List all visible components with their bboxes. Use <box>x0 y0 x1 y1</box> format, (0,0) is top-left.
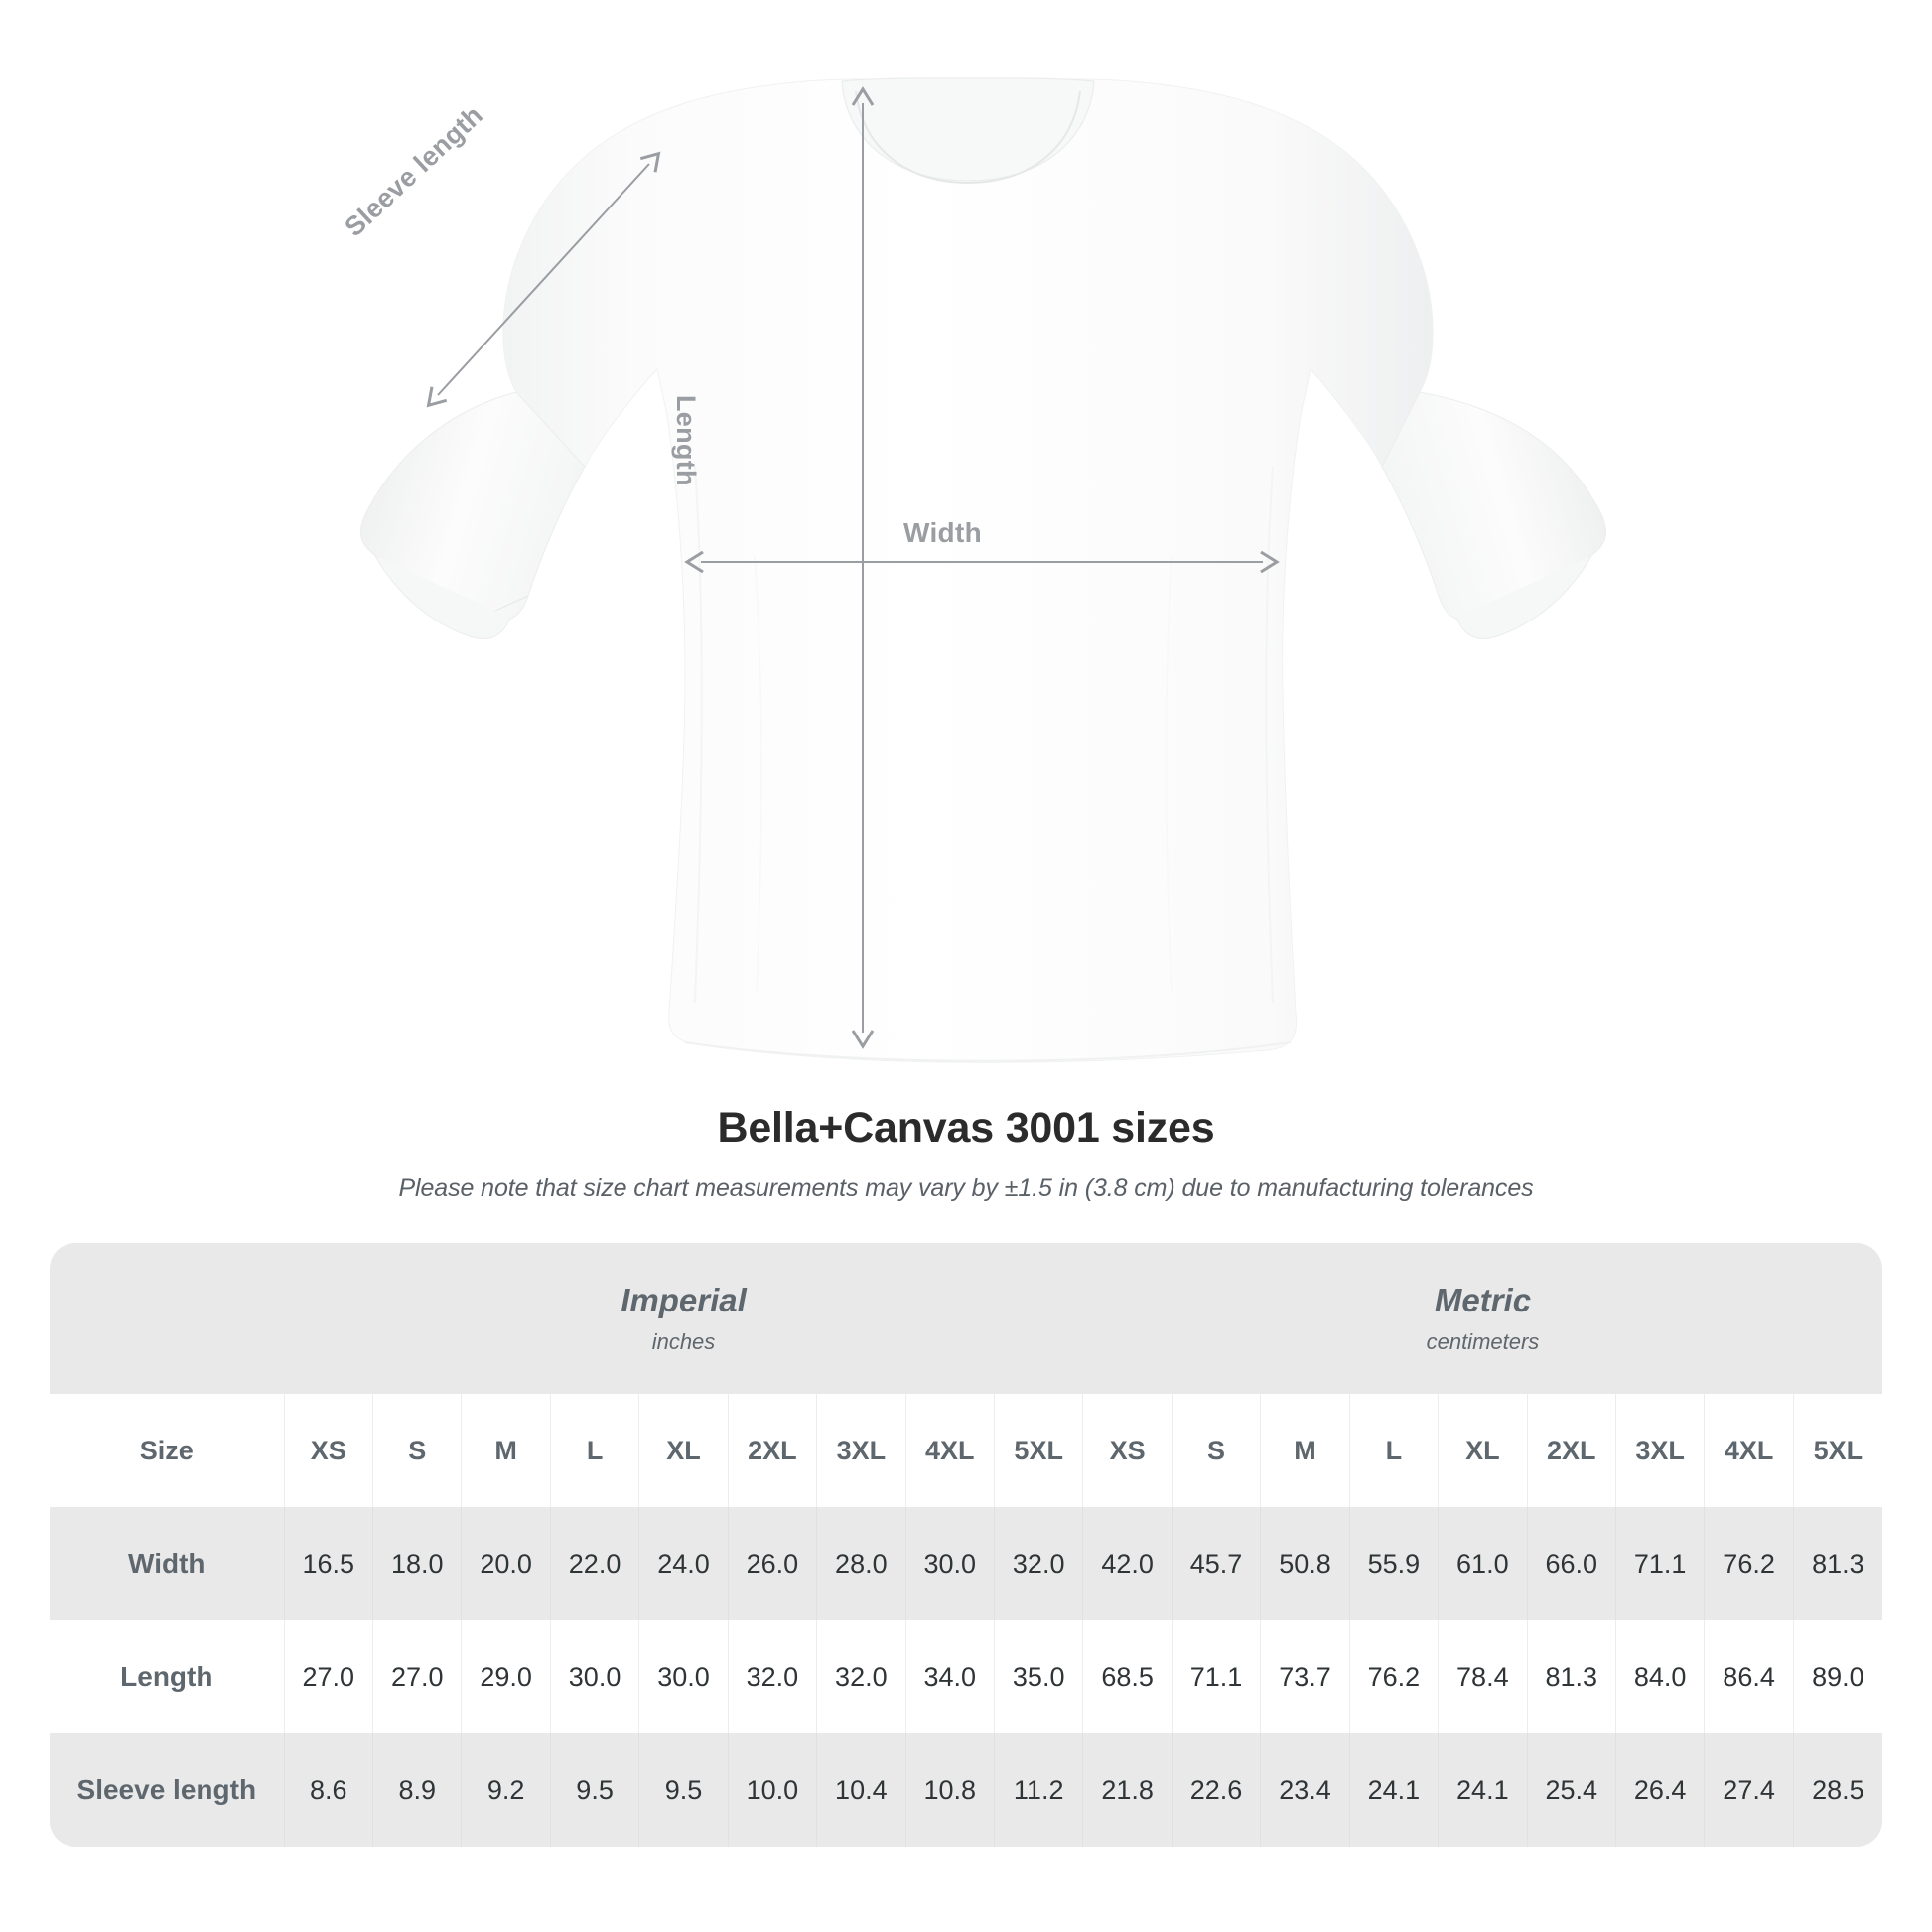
size-header-cell: 3XL <box>816 1394 906 1507</box>
table-row: Length 27.0 27.0 29.0 30.0 30.0 32.0 32.0 34.0 35… <box>50 1620 1882 1733</box>
measurement-cell: 8.6 <box>283 1733 373 1847</box>
measurement-cell: 27.0 <box>372 1620 462 1733</box>
measurement-cell: 27.4 <box>1704 1733 1794 1847</box>
measurement-cell: 8.9 <box>372 1733 462 1847</box>
measurement-cell: 18.0 <box>372 1507 462 1620</box>
size-header-cell: 3XL <box>1614 1394 1705 1507</box>
measurement-cell: 25.4 <box>1526 1733 1616 1847</box>
size-header-row: Size XS S M L XL 2XL 3XL 4XL 5XL XS S M L XL 2XL 3XL 4XL… <box>50 1394 1882 1507</box>
size-header-cell: XL <box>1438 1394 1528 1507</box>
size-header-cell: 4XL <box>1704 1394 1794 1507</box>
measurement-cell: 24.1 <box>1438 1733 1528 1847</box>
measurement-cell: 26.0 <box>727 1507 817 1620</box>
measurement-cell: 84.0 <box>1614 1620 1705 1733</box>
measurement-cell: 10.8 <box>904 1733 995 1847</box>
unit-header-metric: Metric centimeters <box>1082 1243 1882 1394</box>
measurement-cell: 30.0 <box>904 1507 995 1620</box>
measurement-cell: 24.0 <box>638 1507 729 1620</box>
unit-sub-imperial: inches <box>651 1328 716 1354</box>
size-header-cell: 4XL <box>904 1394 995 1507</box>
measurement-cell: 61.0 <box>1438 1507 1528 1620</box>
size-header-cell: 2XL <box>727 1394 817 1507</box>
tshirt-measurement-diagram: Sleeve length Length Width <box>339 77 1607 1063</box>
page-title: Bella+Canvas 3001 sizes <box>717 1104 1215 1152</box>
size-header-cell: M <box>1260 1394 1350 1507</box>
measurement-cell: 32.0 <box>727 1620 817 1733</box>
row-label: Width <box>50 1507 285 1620</box>
measurement-cell: 9.5 <box>638 1733 729 1847</box>
measurement-cell: 30.0 <box>638 1620 729 1733</box>
measurement-cell: 32.0 <box>816 1620 906 1733</box>
unit-name-imperial: Imperial <box>621 1282 747 1319</box>
measurement-cell: 16.5 <box>283 1507 373 1620</box>
tolerance-note: Please note that size chart measurements… <box>398 1174 1534 1202</box>
measurement-cell: 86.4 <box>1704 1620 1794 1733</box>
size-header-cell: 5XL <box>1792 1394 1882 1507</box>
row-label: Length <box>50 1620 285 1733</box>
width-dimension-label: Width <box>903 517 982 548</box>
measurement-cell: 55.9 <box>1348 1507 1439 1620</box>
measurement-cell: 30.0 <box>549 1620 639 1733</box>
tshirt-illustration <box>359 77 1607 1063</box>
measurement-cell: 28.0 <box>816 1507 906 1620</box>
measurement-cell: 27.0 <box>283 1620 373 1733</box>
measurement-cell: 9.5 <box>549 1733 639 1847</box>
measurement-cell: 22.0 <box>549 1507 639 1620</box>
measurement-cell: 76.2 <box>1704 1507 1794 1620</box>
measurement-cell: 10.0 <box>727 1733 817 1847</box>
measurement-cell: 34.0 <box>904 1620 995 1733</box>
measurement-cell: 10.4 <box>816 1733 906 1847</box>
unit-group-header-row: Imperial inches Metric centimeters <box>50 1243 1882 1394</box>
size-header-cell: XS <box>283 1394 373 1507</box>
size-header-cell: L <box>549 1394 639 1507</box>
measurement-cell: 68.5 <box>1082 1620 1173 1733</box>
size-header-cell: XS <box>1082 1394 1173 1507</box>
measurement-cell: 29.0 <box>461 1620 551 1733</box>
measurement-cell: 11.2 <box>993 1733 1083 1847</box>
size-header-cell: L <box>1348 1394 1439 1507</box>
measurement-cell: 9.2 <box>461 1733 551 1847</box>
size-header-cell: 2XL <box>1526 1394 1616 1507</box>
size-chart-table-container: Imperial inches Metric centimeters Size … <box>50 1243 1882 1847</box>
size-header-cell: 5XL <box>993 1394 1083 1507</box>
measurement-cell: 23.4 <box>1260 1733 1350 1847</box>
size-header-cell: S <box>372 1394 462 1507</box>
table-row: Width 16.5 18.0 20.0 22.0 24.0 26.0 28.0 30.0 32.… <box>50 1507 1882 1620</box>
table-row: Sleeve length 8.6 8.9 9.2 9.5 9.5 10.0 10.4 10.8… <box>50 1733 1882 1847</box>
size-header-cell: XL <box>638 1394 729 1507</box>
measurement-cell: 32.0 <box>993 1507 1083 1620</box>
row-label: Sleeve length <box>50 1733 285 1847</box>
unit-sub-metric: centimeters <box>1426 1328 1540 1354</box>
measurement-cell: 73.7 <box>1260 1620 1350 1733</box>
length-dimension-label: Length <box>671 395 701 486</box>
unit-header-imperial: Imperial inches <box>284 1243 1083 1394</box>
measurement-cell: 26.4 <box>1614 1733 1705 1847</box>
measurement-cell: 66.0 <box>1526 1507 1616 1620</box>
measurement-cell: 78.4 <box>1438 1620 1528 1733</box>
measurement-cell: 22.6 <box>1171 1733 1261 1847</box>
unit-header-spacer <box>50 1243 285 1394</box>
measurement-cell: 76.2 <box>1348 1620 1439 1733</box>
measurement-cell: 71.1 <box>1614 1507 1705 1620</box>
size-header-cell: M <box>461 1394 551 1507</box>
measurement-cell: 81.3 <box>1792 1507 1882 1620</box>
measurement-cell: 71.1 <box>1171 1620 1261 1733</box>
measurement-cell: 45.7 <box>1171 1507 1261 1620</box>
measurement-cell: 50.8 <box>1260 1507 1350 1620</box>
size-header-cell: S <box>1171 1394 1261 1507</box>
measurement-cell: 24.1 <box>1348 1733 1439 1847</box>
measurement-cell: 21.8 <box>1082 1733 1173 1847</box>
measurement-cell: 42.0 <box>1082 1507 1173 1620</box>
unit-name-metric: Metric <box>1434 1282 1532 1319</box>
title-block: Bella+Canvas 3001 sizes Please note that… <box>0 1102 1932 1203</box>
size-chart-table: Imperial inches Metric centimeters Size … <box>50 1243 1882 1847</box>
measurement-cell: 20.0 <box>461 1507 551 1620</box>
measurement-cell: 28.5 <box>1792 1733 1882 1847</box>
measurement-cell: 35.0 <box>993 1620 1083 1733</box>
measurement-cell: 81.3 <box>1526 1620 1616 1733</box>
size-header-label: Size <box>50 1394 285 1507</box>
measurement-cell: 89.0 <box>1792 1620 1882 1733</box>
